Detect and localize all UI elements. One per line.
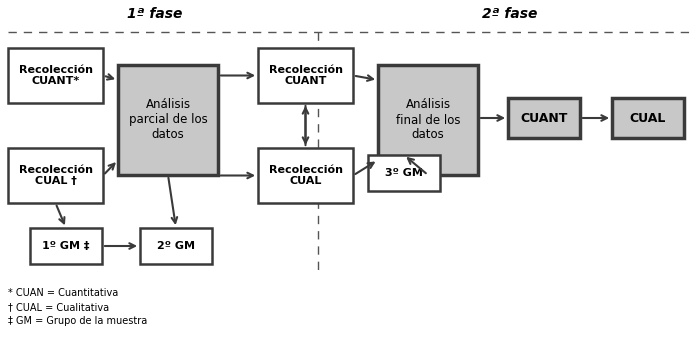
Bar (140, 228, 212, 264)
Bar (368, 155, 440, 191)
Text: Análisis
parcial de los
datos: Análisis parcial de los datos (129, 99, 208, 141)
Text: Recolección
CUAL †: Recolección CUAL † (18, 165, 92, 186)
Text: † CUAL = Cualitativa: † CUAL = Cualitativa (8, 302, 109, 312)
Text: 1ª fase: 1ª fase (127, 7, 182, 21)
Bar (8, 48, 103, 103)
Text: Recolección
CUANT*: Recolección CUANT* (18, 65, 92, 86)
Text: Análisis
final de los
datos: Análisis final de los datos (396, 99, 460, 141)
Bar (118, 65, 218, 175)
Bar (258, 48, 353, 103)
Text: * CUAN = Cuantitativa: * CUAN = Cuantitativa (8, 288, 118, 298)
Bar (612, 98, 684, 138)
Text: 3º GM: 3º GM (385, 168, 423, 178)
Bar (8, 148, 103, 203)
Bar (508, 98, 580, 138)
Bar (30, 228, 102, 264)
Text: ‡ GM = Grupo de la muestra: ‡ GM = Grupo de la muestra (8, 316, 147, 326)
Bar (378, 65, 478, 175)
Text: CUANT: CUANT (520, 112, 568, 125)
Text: Recolección
CUAL: Recolección CUAL (268, 165, 343, 186)
Bar (258, 148, 353, 203)
Text: 2ª fase: 2ª fase (482, 7, 538, 21)
Text: Recolección
CUANT: Recolección CUANT (268, 65, 343, 86)
Text: CUAL: CUAL (630, 112, 666, 125)
Text: 2º GM: 2º GM (157, 241, 195, 251)
Text: 1º GM ‡: 1º GM ‡ (42, 241, 89, 251)
